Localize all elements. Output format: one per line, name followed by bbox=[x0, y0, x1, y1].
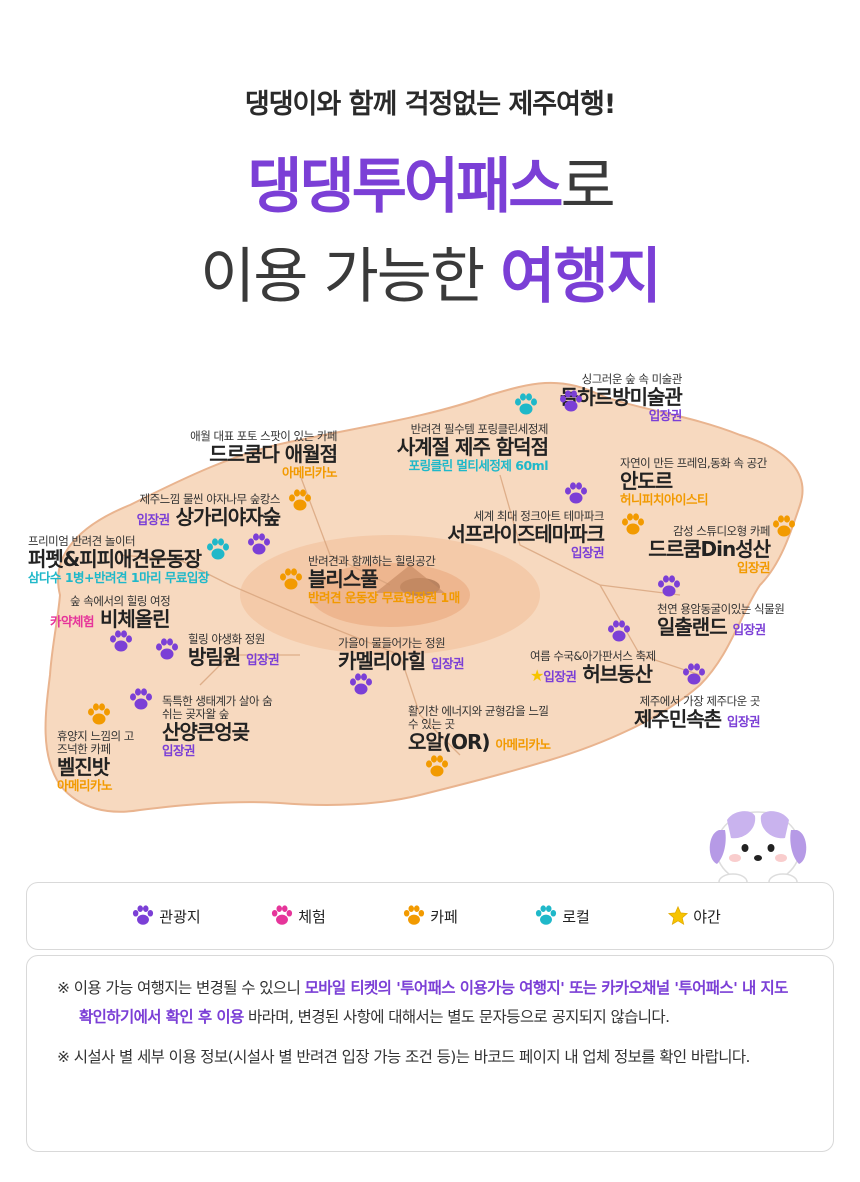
place-andor: 자연이 만든 프레임,동화 속 공간 안도르 허니피치아이스티 bbox=[620, 456, 767, 508]
place-dreukum-din-seongsan: 감성 스튜디오형 카페 드르쿰Din성산 입장권 bbox=[648, 524, 771, 576]
paw-icon[interactable] bbox=[513, 393, 539, 417]
paw-icon[interactable] bbox=[424, 755, 450, 779]
paw-icon[interactable] bbox=[771, 515, 797, 539]
paw-icon[interactable] bbox=[205, 538, 231, 562]
paw-icon[interactable] bbox=[86, 703, 112, 727]
notice-1: ※ 이용 가능 여행지는 변경될 수 있으니 모바일 티켓의 '투어패스 이용가… bbox=[57, 979, 788, 1026]
place-bicheollin: 숲 속에서의 힐링 여정 카약체험 비체올린 bbox=[50, 594, 171, 632]
paw-icon bbox=[536, 905, 557, 925]
legend-item-night: 야간 bbox=[628, 905, 760, 927]
paw-icon[interactable] bbox=[558, 390, 584, 414]
notice-2: ※ 시설사 별 세부 이용 정보(시설사 별 반려견 입장 가능 조건 등)는 … bbox=[57, 1048, 750, 1067]
place-dolhareubang: 싱그러운 숲 속 미술관 돌하르방미술관 입장권 bbox=[560, 372, 683, 424]
legend-label: 체험 bbox=[298, 907, 326, 926]
paw-icon[interactable] bbox=[656, 575, 682, 599]
place-surprise-themepark: 세계 최대 정크아트 테마파크 서프라이즈테마파크 입장권 bbox=[447, 509, 605, 561]
page-subtitle: 댕댕이와 함께 걱정없는 제주여행! bbox=[244, 89, 616, 120]
place-jeju-folk-village: 제주에서 가장 제주다운 곳 제주민속촌 입장권 bbox=[634, 694, 760, 732]
legend-item-cafe: 카페 bbox=[364, 905, 496, 927]
star-icon: ★ bbox=[530, 666, 544, 686]
notice-box: ※ 이용 가능 여행지는 변경될 수 있으니 모바일 티켓의 '투어패스 이용가… bbox=[26, 955, 834, 1152]
place-puppet-pipi: 프리미엄 반려견 놀이터 퍼펫&피피애견운동장 삼다수 1병+반려견 1마리 무… bbox=[28, 534, 209, 586]
paw-icon[interactable] bbox=[278, 568, 304, 592]
legend-label: 관광지 bbox=[159, 907, 201, 926]
star-icon bbox=[668, 905, 689, 926]
paw-icon bbox=[133, 905, 154, 925]
place-or: 활기찬 에너지와 균형감을 느낄 수 있는 곳 오알(OR) 아메리카노 bbox=[408, 704, 551, 755]
paw-icon[interactable] bbox=[681, 663, 707, 687]
jeju-map: 싱그러운 숲 속 미술관 돌하르방미술관 입장권 반려견 필수템 포링클린세정제… bbox=[0, 355, 860, 875]
paw-icon[interactable] bbox=[620, 513, 646, 537]
legend-label: 로컬 bbox=[562, 907, 590, 926]
paw-icon[interactable] bbox=[287, 489, 313, 513]
title-suffix: 로 bbox=[560, 152, 616, 222]
title2-highlight: 여행지 bbox=[500, 242, 662, 312]
legend-label: 야간 bbox=[693, 907, 721, 926]
place-herb-dongsan: 여름 수국&아가판서스 축제 ★입장권 허브동산 bbox=[530, 649, 656, 687]
paw-icon[interactable] bbox=[108, 630, 134, 654]
legend-item-experience: 체험 bbox=[232, 905, 364, 927]
place-ilchul-land: 천연 용암동굴이있는 식물원 일출랜드 입장권 bbox=[657, 602, 785, 640]
page-title: 댕댕투어패스로 bbox=[0, 138, 860, 225]
puppy-mascot-image bbox=[703, 800, 813, 892]
paw-icon bbox=[404, 905, 425, 925]
legend: 관광지 체험 카페 로컬 야간 bbox=[26, 882, 834, 950]
page-title-line2: 이용 가능한 여행지 bbox=[0, 228, 860, 315]
place-blissful: 반려견과 함께하는 힐링공간 블리스풀 반려견 운동장 무료입장권 1매 bbox=[308, 554, 460, 606]
place-sanggari: 제주느낌 물씬 야자나무 숲캉스 입장권 상가리야자숲 bbox=[136, 492, 281, 530]
place-sanyang-keuneonggot: 독특한 생태계가 살아 숨 쉬는 곶자왈 숲 산양큰엉곶 입장권 bbox=[162, 694, 273, 759]
paw-icon[interactable] bbox=[606, 620, 632, 644]
jeju-island-shape bbox=[44, 381, 804, 813]
place-camellia-hill: 가을이 물들어가는 정원 카멜리아힐 입장권 bbox=[338, 636, 464, 674]
paw-icon[interactable] bbox=[563, 482, 589, 506]
place-sagyejeol: 반려견 필수템 포링클린세정제 사계절 제주 함덕점 포링클린 멀티세정제 60… bbox=[396, 422, 549, 474]
title2-plain: 이용 가능한 bbox=[200, 242, 501, 312]
paw-icon bbox=[272, 905, 293, 925]
legend-item-tour: 관광지 bbox=[100, 905, 232, 927]
paw-icon[interactable] bbox=[348, 673, 374, 697]
legend-item-local: 로컬 bbox=[496, 905, 628, 927]
title-highlight: 댕댕투어패스 bbox=[247, 152, 563, 222]
place-beljinbat: 휴양지 느낌의 고즈넉한 카페 벨진밧 아메리카노 bbox=[57, 729, 134, 794]
place-banglimwon: 힐링 야생화 정원 방림원 입장권 bbox=[188, 632, 280, 670]
paw-icon[interactable] bbox=[154, 638, 180, 662]
place-dreukumda-aewol: 애월 대표 포토 스팟이 있는 카페 드르쿰다 애월점 아메리카노 bbox=[190, 429, 338, 481]
paw-icon[interactable] bbox=[246, 533, 272, 557]
paw-icon[interactable] bbox=[128, 688, 154, 712]
legend-label: 카페 bbox=[430, 907, 458, 926]
